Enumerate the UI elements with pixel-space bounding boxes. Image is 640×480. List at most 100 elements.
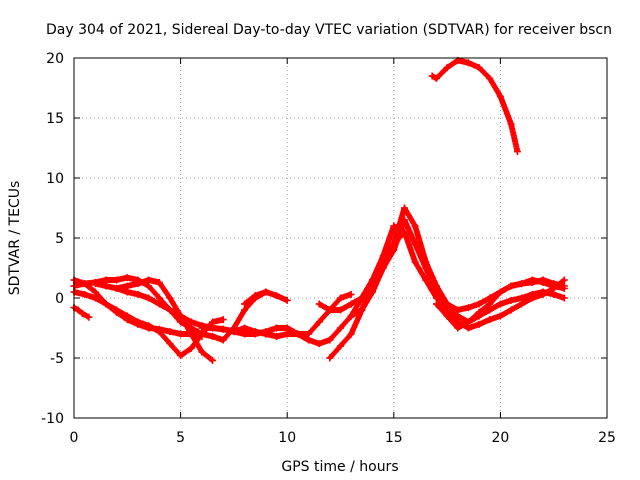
data-point [177,352,185,360]
x-tick-label: 25 [598,430,616,446]
x-tick-label: 0 [70,430,79,446]
data-point [337,342,344,350]
data-point [337,306,344,314]
y-tick-label: -5 [50,351,64,367]
data-point [454,306,462,314]
data-point [81,280,89,288]
data-point [219,325,227,333]
data-point [475,312,483,320]
data-point [91,280,99,288]
y-axis-label: SDTVAR / TECUs [7,181,23,296]
data-point [496,92,504,100]
data-point [123,274,131,282]
data-point [209,356,217,364]
data-point [337,294,344,302]
data-point [198,330,206,338]
data-point [507,120,515,128]
x-tick-label: 15 [385,430,403,446]
series-arc-l [428,56,521,156]
x-tick-label: 20 [491,430,509,446]
data-point [198,324,206,332]
data-point [347,312,355,320]
plot-frame [73,57,608,419]
data-point [91,288,99,296]
data-point [166,306,174,314]
data-point [464,304,472,312]
data-point [262,288,270,296]
grid [74,58,607,418]
data-point [123,282,131,290]
data-point [273,324,281,332]
data-point [219,336,227,344]
data-point [411,240,419,248]
data-point [273,332,281,340]
data-point [528,290,536,298]
series-arc-c [70,288,227,360]
data-point [347,330,355,338]
data-point [486,294,494,302]
data-point [85,313,93,321]
data-point [443,64,451,72]
series-arc-k [432,288,568,332]
series-track [429,57,521,154]
data-point [219,316,227,324]
data-point [432,288,440,296]
data-point [315,300,323,308]
data-point [251,328,259,336]
data-point [475,300,483,308]
y-tick-label: 20 [46,51,64,67]
data-point [123,288,131,296]
data-point [209,324,217,332]
data-point [486,306,494,314]
data-point [155,300,163,308]
y-tick-label: 10 [46,171,64,187]
data-point [79,310,87,318]
data-point [113,284,121,292]
data-point [91,294,99,302]
data-point [166,340,174,348]
data-point [166,328,174,336]
data-point [134,318,142,326]
data-point [155,278,163,286]
data-point [177,312,185,320]
x-axis-label: GPS time / hours [281,459,398,475]
axis-ticks: 0 5 10 15 20 25 -10 -5 0 5 10 15 20 [41,51,616,446]
data-point [539,278,547,286]
data-point [198,348,206,356]
data-point [486,300,494,308]
data-point [539,288,547,296]
data-point [518,280,526,288]
data-point [454,324,462,332]
data-point [475,64,483,72]
data-point [74,306,82,314]
data-point [166,294,174,302]
data-point [251,292,259,300]
data-point [379,264,387,272]
data-point [422,264,430,272]
data-point [230,328,238,336]
data-point [209,318,217,326]
data-point [326,306,334,314]
data-point [507,306,515,314]
data-point [379,252,387,260]
data-point [283,296,291,304]
data-point [368,288,376,296]
series-arc-m [241,288,291,308]
data-point [305,336,313,344]
data-point [187,318,195,326]
series-arc-i [326,204,568,362]
data-point [443,312,451,320]
data-point [513,148,521,156]
data-point [496,300,504,308]
data-point [145,322,153,330]
data-point [347,300,355,308]
series-track [326,205,566,361]
y-tick-label: -10 [41,411,64,427]
data-point [337,324,344,332]
data-point [428,72,436,80]
data-point [464,318,472,326]
data-point [241,330,249,338]
data-point [486,316,494,324]
data-point [496,312,504,320]
